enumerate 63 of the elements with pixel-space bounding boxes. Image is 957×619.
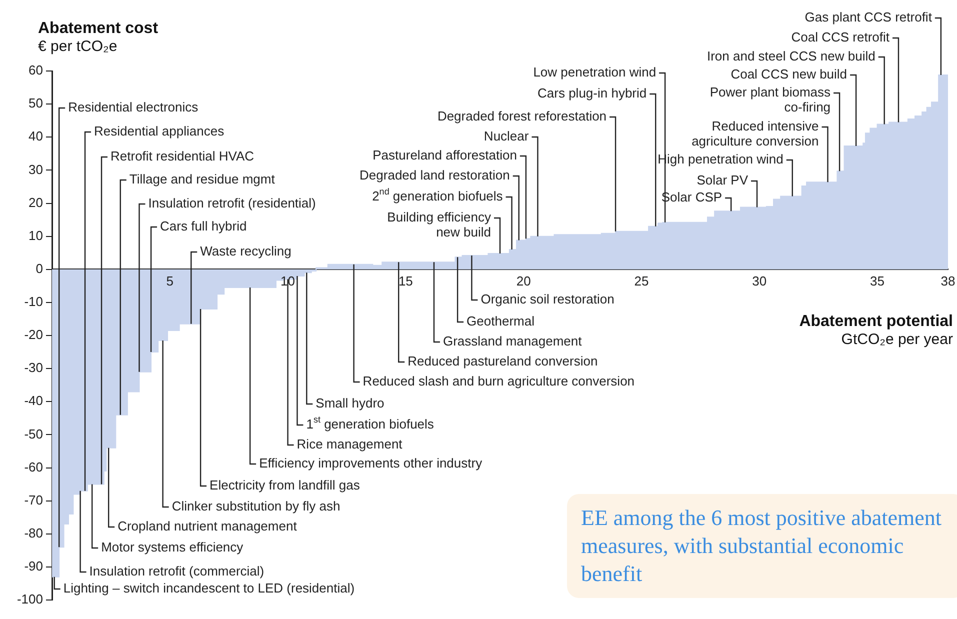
annotation: Insulation retrofit (residential) [148, 196, 316, 211]
y-tick-label: -80 [24, 525, 43, 540]
annotation: Organic soil restoration [480, 292, 614, 307]
annotation: Small hydro [316, 396, 384, 411]
annotation: Power plant biomass co-firing [710, 84, 832, 115]
annotation: Electricity from landfill gas [210, 478, 360, 493]
x-tick-label: 15 [398, 273, 413, 288]
y-tick-label: -90 [24, 558, 43, 574]
y-tick-label: 20 [28, 194, 43, 210]
annotation: Iron and steel CCS new build [706, 48, 876, 64]
annotation: Reduced intensive agriculture conversion [692, 118, 819, 149]
annotation: Nuclear [484, 128, 530, 144]
y-tick-label: 0 [36, 260, 43, 276]
annotation: Insulation retrofit (commercial) [89, 564, 264, 579]
annotation: Cars full hybrid [160, 218, 247, 234]
annotation: Cropland nutrient management [118, 518, 298, 534]
annotation: Pastureland afforestation [372, 148, 517, 163]
annotation: Coal CCS retrofit [791, 30, 890, 45]
annotation: EE among the 6 most positive abatement measures, with substantial economic benefit [567, 494, 957, 598]
annotation: Gas plant CCS retrofit [804, 10, 932, 25]
annotation: Geothermal [466, 314, 535, 329]
y-tick-label: -50 [24, 426, 43, 442]
y-tick-label: -70 [24, 492, 43, 508]
annotation: Lighting – switch incandescent to LED (residential) [63, 580, 355, 596]
y-tick-label: -20 [24, 327, 43, 342]
annotation: Cars plug-in hybrid [538, 86, 647, 101]
annotation: Motor systems efficiency [101, 540, 244, 555]
y-tick-label: 30 [28, 162, 43, 177]
y-axis-title: Abatement cost € per tCO₂e [38, 20, 158, 56]
x-tick-label: 10 [280, 273, 296, 288]
annotation: Grassland management [442, 334, 582, 349]
annotation: Building efficiency new build [387, 210, 492, 240]
annotation: Reduced slash and burn agriculture conversion [362, 374, 635, 389]
annotation: Degraded land restoration [360, 168, 510, 183]
y-tick-label: 10 [28, 228, 43, 243]
annotation: Solar PV [696, 172, 748, 188]
annotation: Rice management [296, 436, 403, 452]
x-tick-label: 20 [516, 273, 531, 288]
y-tick-label: 40 [28, 128, 43, 144]
annotation: Retrofit residential HVAC [110, 148, 254, 164]
annotation: Tillage and residue mgmt [129, 172, 276, 187]
y-tick-label: -40 [24, 393, 43, 408]
annotation: Clinker substitution by fly ash [172, 498, 340, 514]
y-tick-label: -10 [24, 294, 43, 310]
annotation: Efficiency improvements other industry [259, 456, 483, 471]
annotation: Residential electronics [68, 100, 199, 115]
y-tick-label: 50 [28, 96, 43, 111]
y-tick-label: -60 [24, 459, 43, 474]
y-tick-label: 60 [28, 62, 43, 78]
y-tick-label: -30 [24, 360, 43, 376]
x-tick-label: 35 [870, 273, 884, 288]
annotation: Degraded forest reforestation [437, 108, 607, 124]
annotation: Coal CCS new build [730, 66, 848, 82]
x-axis-title: Abatement potential GtCO₂e per year [799, 313, 953, 349]
annotation: Residential appliances [94, 124, 225, 139]
x-tick-label: 25 [634, 273, 649, 288]
annotation: Waste recycling [200, 244, 292, 259]
annotation: Low penetration wind [533, 64, 656, 80]
x-tick-label: 38 [940, 273, 956, 288]
y-tick-label: -100 [16, 592, 43, 607]
annotation: Reduced pastureland conversion [408, 354, 598, 369]
x-tick-label: 5 [166, 273, 174, 288]
x-tick-label: 30 [752, 273, 767, 288]
